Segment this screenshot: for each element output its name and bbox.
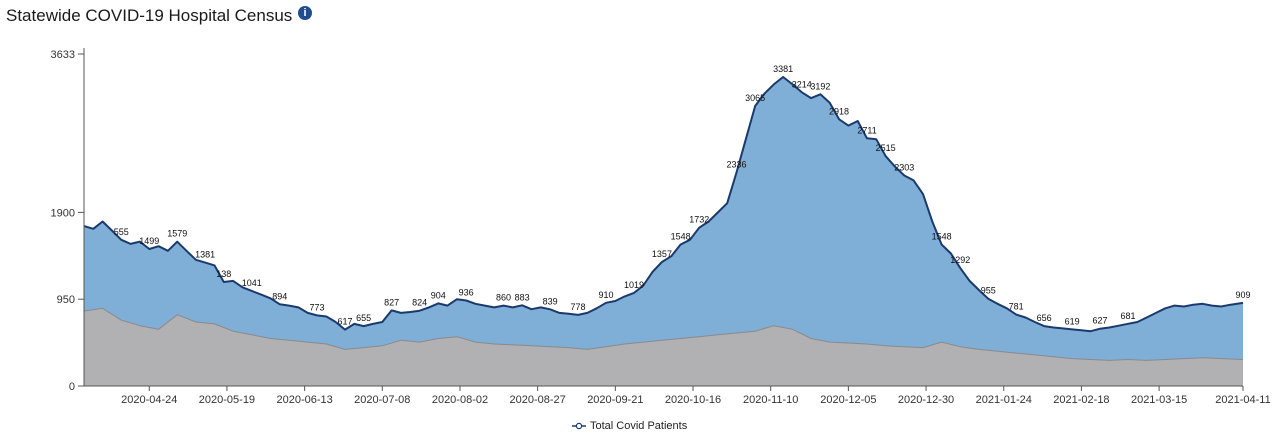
data-label: 955 — [981, 286, 996, 296]
data-label: 883 — [515, 292, 530, 302]
data-label: 824 — [412, 298, 427, 308]
data-label: 681 — [1121, 311, 1136, 321]
y-tick-label: 3633 — [51, 49, 75, 61]
data-label: 1381 — [195, 250, 215, 260]
x-tick-label: 2020-12-05 — [820, 394, 876, 406]
data-label: 839 — [543, 296, 558, 306]
data-label: 3214 — [792, 79, 812, 89]
x-tick-label: 2020-08-27 — [510, 394, 566, 406]
data-label: 1499 — [139, 236, 159, 246]
data-label: 2918 — [829, 106, 849, 116]
info-icon[interactable]: i — [298, 6, 312, 20]
y-axis: 3633 1900 950 0 — [51, 48, 85, 393]
x-tick-label: 2020-12-30 — [898, 394, 954, 406]
x-tick-label: 2020-09-21 — [587, 394, 643, 406]
data-label: 904 — [431, 290, 446, 300]
data-label: 936 — [459, 287, 474, 297]
data-label: 1732 — [689, 215, 709, 225]
total-covid-patients-line — [83, 76, 1244, 333]
x-tick-label: 2020-11-10 — [743, 394, 798, 406]
data-label: 1548 — [932, 232, 952, 242]
data-label: 619 — [1065, 316, 1080, 326]
data-label: 1292 — [950, 255, 970, 265]
chart-title: Statewide COVID-19 Hospital Census — [6, 6, 293, 25]
x-axis: 2020-04-24 2020-05-19 2020-06-13 2020-07-08… — [78, 385, 1271, 406]
data-label: 781 — [1009, 302, 1024, 312]
x-tick-label: 2020-04-24 — [121, 394, 177, 406]
legend-label: Total Covid Patients — [590, 420, 688, 432]
data-label: 138 — [216, 269, 231, 279]
data-label: 778 — [571, 302, 586, 312]
lower-series-area — [84, 308, 1243, 386]
x-tick-label: 2020-06-13 — [276, 394, 332, 406]
data-label: 894 — [272, 291, 287, 301]
lower-series-line — [83, 307, 1244, 361]
x-tick-label: 2020-05-19 — [199, 394, 255, 406]
data-label: 827 — [384, 297, 399, 307]
data-label: 909 — [1235, 290, 1250, 300]
y-tick-label: 1900 — [51, 207, 75, 219]
data-label: 656 — [1037, 313, 1052, 323]
x-tick-label: 2020-08-02 — [432, 394, 488, 406]
data-label: 2711 — [857, 125, 876, 135]
data-label: 1041 — [242, 278, 262, 288]
data-label: 1019 — [624, 280, 644, 290]
data-label: 3065 — [745, 93, 765, 103]
x-tick-label: 2020-07-08 — [354, 394, 410, 406]
data-label: 2303 — [894, 163, 914, 173]
data-label: 627 — [1093, 316, 1108, 326]
x-tick-label: 2021-01-24 — [976, 394, 1032, 406]
data-label: 3192 — [810, 81, 830, 91]
data-label: 1579 — [167, 229, 187, 239]
x-tick-label: 2021-03-15 — [1131, 394, 1187, 406]
data-label: 2336 — [727, 160, 747, 170]
y-tick-label: 950 — [57, 294, 75, 306]
x-tick-label: 2021-02-18 — [1053, 394, 1109, 406]
y-tick-label: 0 — [69, 381, 75, 393]
data-label: 910 — [599, 290, 614, 300]
data-label: 1357 — [652, 249, 672, 259]
total-covid-patients-area — [84, 77, 1243, 386]
data-label: 860 — [496, 293, 511, 303]
data-label: 2515 — [876, 143, 896, 153]
x-tick-label: 2021-04-11 — [1215, 394, 1270, 406]
legend-item-total-covid-patients[interactable]: Total Covid Patients — [572, 420, 687, 432]
x-tick-label: 2020-10-16 — [665, 394, 721, 406]
data-label: 617 — [337, 317, 352, 327]
data-label: 3381 — [773, 64, 793, 74]
data-label: 773 — [310, 302, 325, 312]
data-label: 655 — [356, 313, 371, 323]
legend-swatch — [572, 422, 586, 430]
data-label: 555 — [114, 227, 129, 237]
data-label: 1548 — [671, 232, 691, 242]
